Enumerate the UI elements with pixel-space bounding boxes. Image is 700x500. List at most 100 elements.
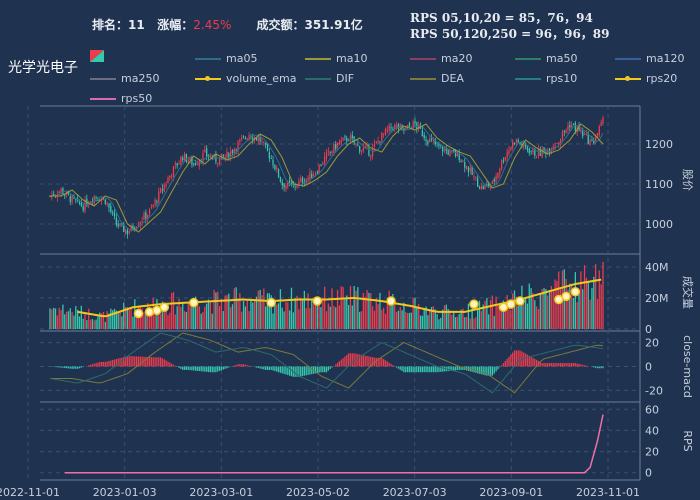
macd-hist-bar xyxy=(360,354,363,367)
volume-bar xyxy=(370,293,372,329)
volume-bar xyxy=(75,305,77,329)
legend-item-DEA[interactable]: DEA xyxy=(410,72,464,85)
macd-hist-bar xyxy=(97,362,99,367)
macd-hist-bar xyxy=(215,366,217,373)
volume-bar xyxy=(115,310,118,329)
rps-summary: RPS 05,10,20 = 85，76，94 RPS 50,120,250 =… xyxy=(410,10,610,42)
volume-bar xyxy=(167,315,169,329)
candle-body xyxy=(252,137,254,140)
volume-bar xyxy=(237,298,239,329)
macd-hist-bar xyxy=(62,366,64,368)
macd-hist-bar xyxy=(123,357,125,367)
macd-hist-bar xyxy=(325,366,328,373)
candle-body xyxy=(559,138,562,144)
candle-body xyxy=(375,141,377,143)
macd-hist-bar xyxy=(355,353,357,367)
volume-bar xyxy=(294,297,296,329)
candle-body xyxy=(266,143,269,151)
candle-body xyxy=(69,196,71,202)
candle-body xyxy=(512,141,514,148)
legend-label: rps10 xyxy=(546,72,578,85)
candle-body xyxy=(445,148,447,151)
candle-body xyxy=(523,142,525,147)
macd-hist-bar xyxy=(377,357,379,367)
legend-item-rps20[interactable]: rps20 xyxy=(615,72,677,85)
macd-hist-bar xyxy=(368,356,370,367)
candle-body xyxy=(593,141,595,143)
macd-hist-bar xyxy=(115,359,118,367)
macd-hist-bar xyxy=(418,366,420,373)
volume-bar xyxy=(517,305,519,329)
macd-hist-bar xyxy=(285,366,287,375)
volume-bar xyxy=(58,307,60,329)
candle-body xyxy=(458,153,460,161)
legend-swatch xyxy=(515,57,541,60)
candle-body xyxy=(104,199,106,204)
volume-bar xyxy=(117,313,119,329)
legend-item-ma50[interactable]: ma50 xyxy=(515,52,577,65)
macd-hist-bar xyxy=(571,363,573,367)
volume-bar xyxy=(462,308,464,329)
candle-body xyxy=(480,186,482,189)
volume-bar xyxy=(364,296,366,329)
macd-hist-bar xyxy=(502,363,505,367)
legend-item-ma120[interactable]: ma120 xyxy=(615,52,684,65)
legend-item-volume_ema[interactable]: volume_ema xyxy=(195,72,296,85)
legend-item-ma20[interactable]: ma20 xyxy=(410,52,472,65)
volume-bar xyxy=(340,286,342,329)
candle-body xyxy=(471,166,473,175)
legend-item-ma10[interactable]: ma10 xyxy=(305,52,367,65)
candle-body xyxy=(307,177,309,180)
volume-bar xyxy=(508,304,510,329)
candle-body xyxy=(283,183,285,188)
candle-body xyxy=(602,117,604,124)
macd-hist-bar xyxy=(167,361,169,367)
macd-hist-bar xyxy=(64,366,66,369)
candle-body xyxy=(182,157,184,160)
candle-body xyxy=(578,125,580,132)
candle-body xyxy=(429,138,431,143)
volume-bar xyxy=(88,308,90,329)
volume-bar xyxy=(150,308,153,329)
macd-hist-bar xyxy=(530,356,532,367)
volume-bar xyxy=(121,316,123,329)
legend-item-rps10[interactable]: rps10 xyxy=(515,72,577,85)
volume-bar xyxy=(211,313,213,329)
candle-body xyxy=(287,181,289,187)
macd-hist-bar xyxy=(392,365,394,367)
volume-bar xyxy=(445,304,447,329)
candle-body xyxy=(189,157,191,161)
macd-hist-bar xyxy=(75,366,77,369)
volume-bar xyxy=(423,308,425,329)
volume-bar xyxy=(430,307,433,329)
volume-bar xyxy=(281,307,283,329)
macd-hist-bar xyxy=(279,366,282,373)
volume-bar xyxy=(218,306,221,329)
volume-bar xyxy=(594,264,597,329)
legend-item-rps50[interactable]: rps50 xyxy=(90,92,152,105)
macd-hist-bar xyxy=(453,366,455,371)
candle-body xyxy=(233,148,235,154)
macd-hist-bar xyxy=(554,363,556,367)
macd-hist-bar xyxy=(178,366,180,368)
macd-hist-bar xyxy=(213,366,215,373)
volume-bar xyxy=(187,302,189,329)
candle-body xyxy=(320,164,322,167)
legend-item-DIF[interactable]: DIF xyxy=(305,72,354,85)
legend-item-ma05[interactable]: ma05 xyxy=(195,52,257,65)
candle-body xyxy=(224,156,226,159)
candle-body xyxy=(519,142,521,144)
legend-item-ma250[interactable]: ma250 xyxy=(90,72,159,85)
volume-bar xyxy=(163,304,165,329)
candle-body xyxy=(418,124,420,130)
macd-hist-bar xyxy=(150,357,153,367)
macd-hist-bar xyxy=(253,366,256,368)
macd-hist-bar xyxy=(506,358,508,367)
volume-bar xyxy=(547,295,549,329)
turnover-label: 成交额： xyxy=(256,18,305,32)
candle-body xyxy=(373,143,376,147)
legend-label: rps20 xyxy=(646,72,678,85)
volume-bar xyxy=(386,300,388,329)
macd-hist-bar xyxy=(569,363,571,367)
macd-hist-bar xyxy=(305,366,307,376)
